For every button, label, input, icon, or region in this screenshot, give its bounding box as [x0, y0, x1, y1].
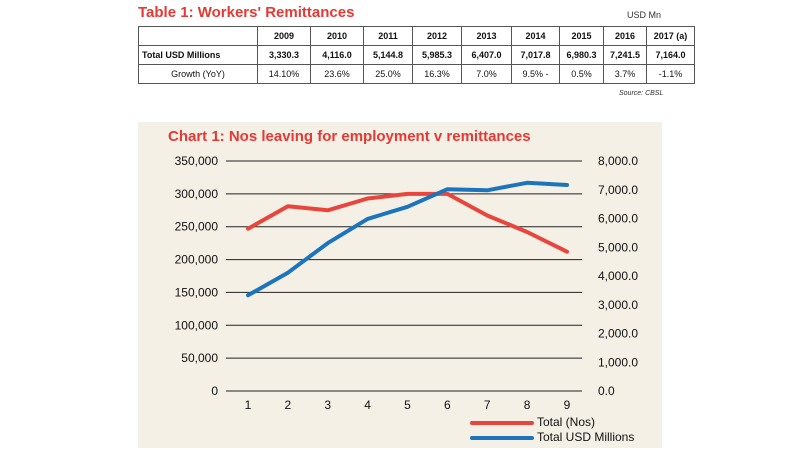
- left-axis-tick-label: 250,000: [175, 220, 219, 234]
- right-axis-tick-label: 7,000.0: [598, 183, 638, 197]
- right-axis-tick-label: 1,000.0: [598, 355, 638, 369]
- source-note: Source: CBSL: [619, 90, 664, 97]
- table-cell: -1.1%: [646, 64, 695, 84]
- table-title: Table 1: Workers' Remittances: [138, 4, 355, 21]
- left-axis-tick-label: 350,000: [175, 154, 219, 168]
- remittances-table: 2009 2010 2011 2012 2013 2014 2015 2016 …: [138, 26, 695, 84]
- x-axis-tick-label: 2: [285, 398, 292, 412]
- right-axis-tick-label: 2,000.0: [598, 327, 638, 341]
- chart-panel: [138, 122, 662, 448]
- table-cell: 7,164.0: [646, 45, 695, 65]
- legend-label: Total (Nos): [537, 415, 595, 429]
- left-axis-tick-label: 0: [211, 384, 218, 398]
- remittances-series-line: [246, 180, 569, 298]
- x-axis-tick-label: 6: [444, 398, 451, 412]
- left-axis-tick-label: 100,000: [175, 318, 219, 332]
- left-axis-tick-label: 50,000: [181, 351, 218, 365]
- x-axis-tick-label: 8: [524, 398, 531, 412]
- legend-label: Total USD Millions: [537, 430, 634, 444]
- x-axis-tick-label: 3: [324, 398, 331, 412]
- x-axis-tick-label: 9: [564, 398, 571, 412]
- right-axis-tick-label: 6,000.0: [598, 212, 638, 226]
- right-axis-tick-label: 8,000.0: [598, 154, 638, 168]
- table-cell: 16.3%: [412, 64, 462, 84]
- right-axis-tick-label: 0.0: [598, 384, 615, 398]
- right-axis-tick-label: 4,000.0: [598, 269, 638, 283]
- table-cell: 25.0%: [363, 64, 413, 84]
- table-row-total: Total USD Millions 3,330.3 4,116.0 5,144…: [138, 45, 695, 65]
- x-axis-tick-label: 5: [404, 398, 411, 412]
- table-row-growth: Growth (YoY) 14.10% 23.6% 25.0% 16.3% 7.…: [138, 64, 695, 84]
- left-axis-tick-label: 150,000: [175, 285, 219, 299]
- left-axis-tick-label: 300,000: [175, 187, 219, 201]
- departures-series-line: [246, 191, 569, 254]
- chart-title: Chart 1: Nos leaving for employment v re…: [168, 128, 531, 145]
- unit-note: USD Mn: [627, 10, 662, 20]
- right-axis-tick-label: 3,000.0: [598, 298, 638, 312]
- table-cell: 7.0%: [461, 64, 512, 84]
- x-axis-tick-label: 7: [484, 398, 491, 412]
- left-axis-tick-label: 200,000: [175, 253, 219, 267]
- right-axis-tick-label: 5,000.0: [598, 240, 638, 254]
- x-axis-tick-label: 4: [364, 398, 371, 412]
- x-axis-tick-label: 1: [245, 398, 252, 412]
